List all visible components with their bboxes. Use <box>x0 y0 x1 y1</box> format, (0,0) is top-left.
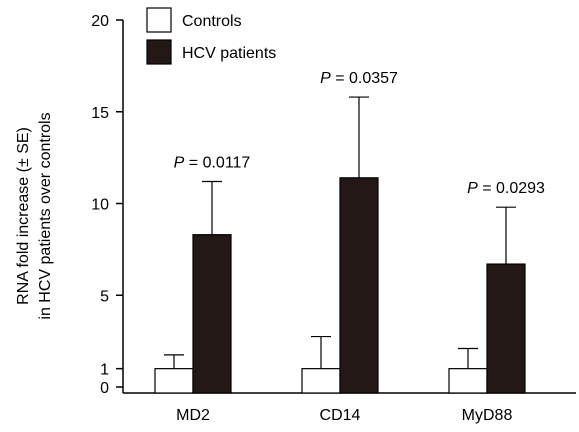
x-tick-label-myd88: MyD88 <box>462 407 513 424</box>
error-bars <box>164 96 516 369</box>
legend-label-hcv-patients: HCV patients <box>182 45 276 62</box>
bar-controls-cd14 <box>301 368 341 394</box>
bars <box>154 177 526 394</box>
x-axis-tick-labels: MD2 CD14 MyD88 <box>176 407 512 424</box>
p-value-annotation: P = 0.0357 <box>320 70 398 87</box>
p-symbol: P <box>467 180 478 197</box>
x-tick-label-cd14: CD14 <box>320 407 361 424</box>
bar-hcv-patients-myd88 <box>486 263 526 394</box>
bar-hcv-patients-md2 <box>192 234 232 394</box>
y-axis-title-line2: in HCV patients over controls <box>37 112 54 319</box>
bar-controls-md2 <box>154 368 194 394</box>
p-value-annotation: P = 0.0117 <box>174 154 251 171</box>
p-value-annotation: P = 0.0293 <box>467 180 545 197</box>
x-tick-label-md2: MD2 <box>176 407 210 424</box>
legend-label-controls: Controls <box>182 13 242 30</box>
y-axis-title: RNA fold increase (± SE) in HCV patients … <box>15 112 54 319</box>
y-tick-label: 5 <box>100 288 109 305</box>
legend: Controls HCV patients <box>146 7 276 65</box>
bar-controls-myd88 <box>448 368 488 394</box>
y-tick-label: 1 <box>100 362 109 379</box>
y-axis-title-line1: RNA fold increase (± SE) <box>15 127 32 305</box>
y-tick-label: 20 <box>91 13 109 30</box>
y-tick-label: 0 <box>100 380 109 397</box>
bar-hcv-patients-cd14 <box>339 177 379 394</box>
p-value-text: = 0.0117 <box>184 154 250 171</box>
y-tick-label: 15 <box>91 105 109 122</box>
p-value-text: = 0.0357 <box>331 70 398 87</box>
p-symbol: P <box>174 154 185 171</box>
legend-swatch-hcv-patients <box>146 39 172 65</box>
p-symbol: P <box>320 70 331 87</box>
y-tick-label: 10 <box>91 197 109 214</box>
legend-swatch-controls <box>146 7 172 33</box>
p-value-text: = 0.0293 <box>478 180 545 197</box>
